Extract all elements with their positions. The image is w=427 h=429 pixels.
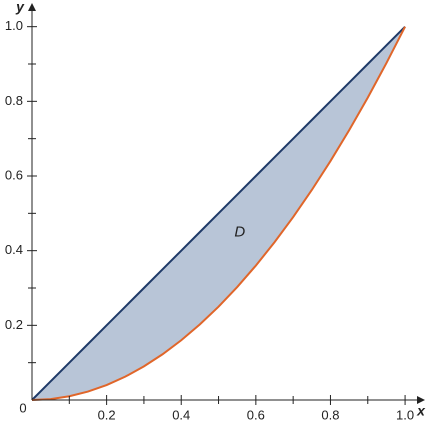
curve (31, 26, 406, 401)
y-tick-label: 0.4 (5, 242, 23, 257)
x-tick-label: 0.2 (98, 407, 116, 422)
x-tick-label: 0.6 (247, 407, 265, 422)
y-arrow (28, 3, 36, 11)
axes (28, 3, 425, 404)
curve (31, 25, 406, 401)
y-tick-label: 0.6 (5, 167, 23, 182)
plot-layer (31, 25, 406, 401)
label-layer: 0 0.2 0.4 0.6 0.8 1.0 0.2 0.4 0.6 0.8 1.0 D (5, 18, 414, 422)
x-axis-label: x (416, 403, 426, 419)
x-arrow (417, 396, 425, 404)
origin-label: 0 (19, 400, 26, 415)
x-tick-label: 0.8 (321, 407, 339, 422)
x-tick-label: 0.4 (172, 407, 190, 422)
y-axis-label: y (15, 0, 25, 15)
region-label: D (234, 224, 245, 241)
y-tick-label: 1.0 (5, 18, 23, 33)
y-tick-label: 0.8 (5, 93, 23, 108)
x-tick-label: 1.0 (396, 407, 414, 422)
y-tick-label: 0.2 (5, 317, 23, 332)
